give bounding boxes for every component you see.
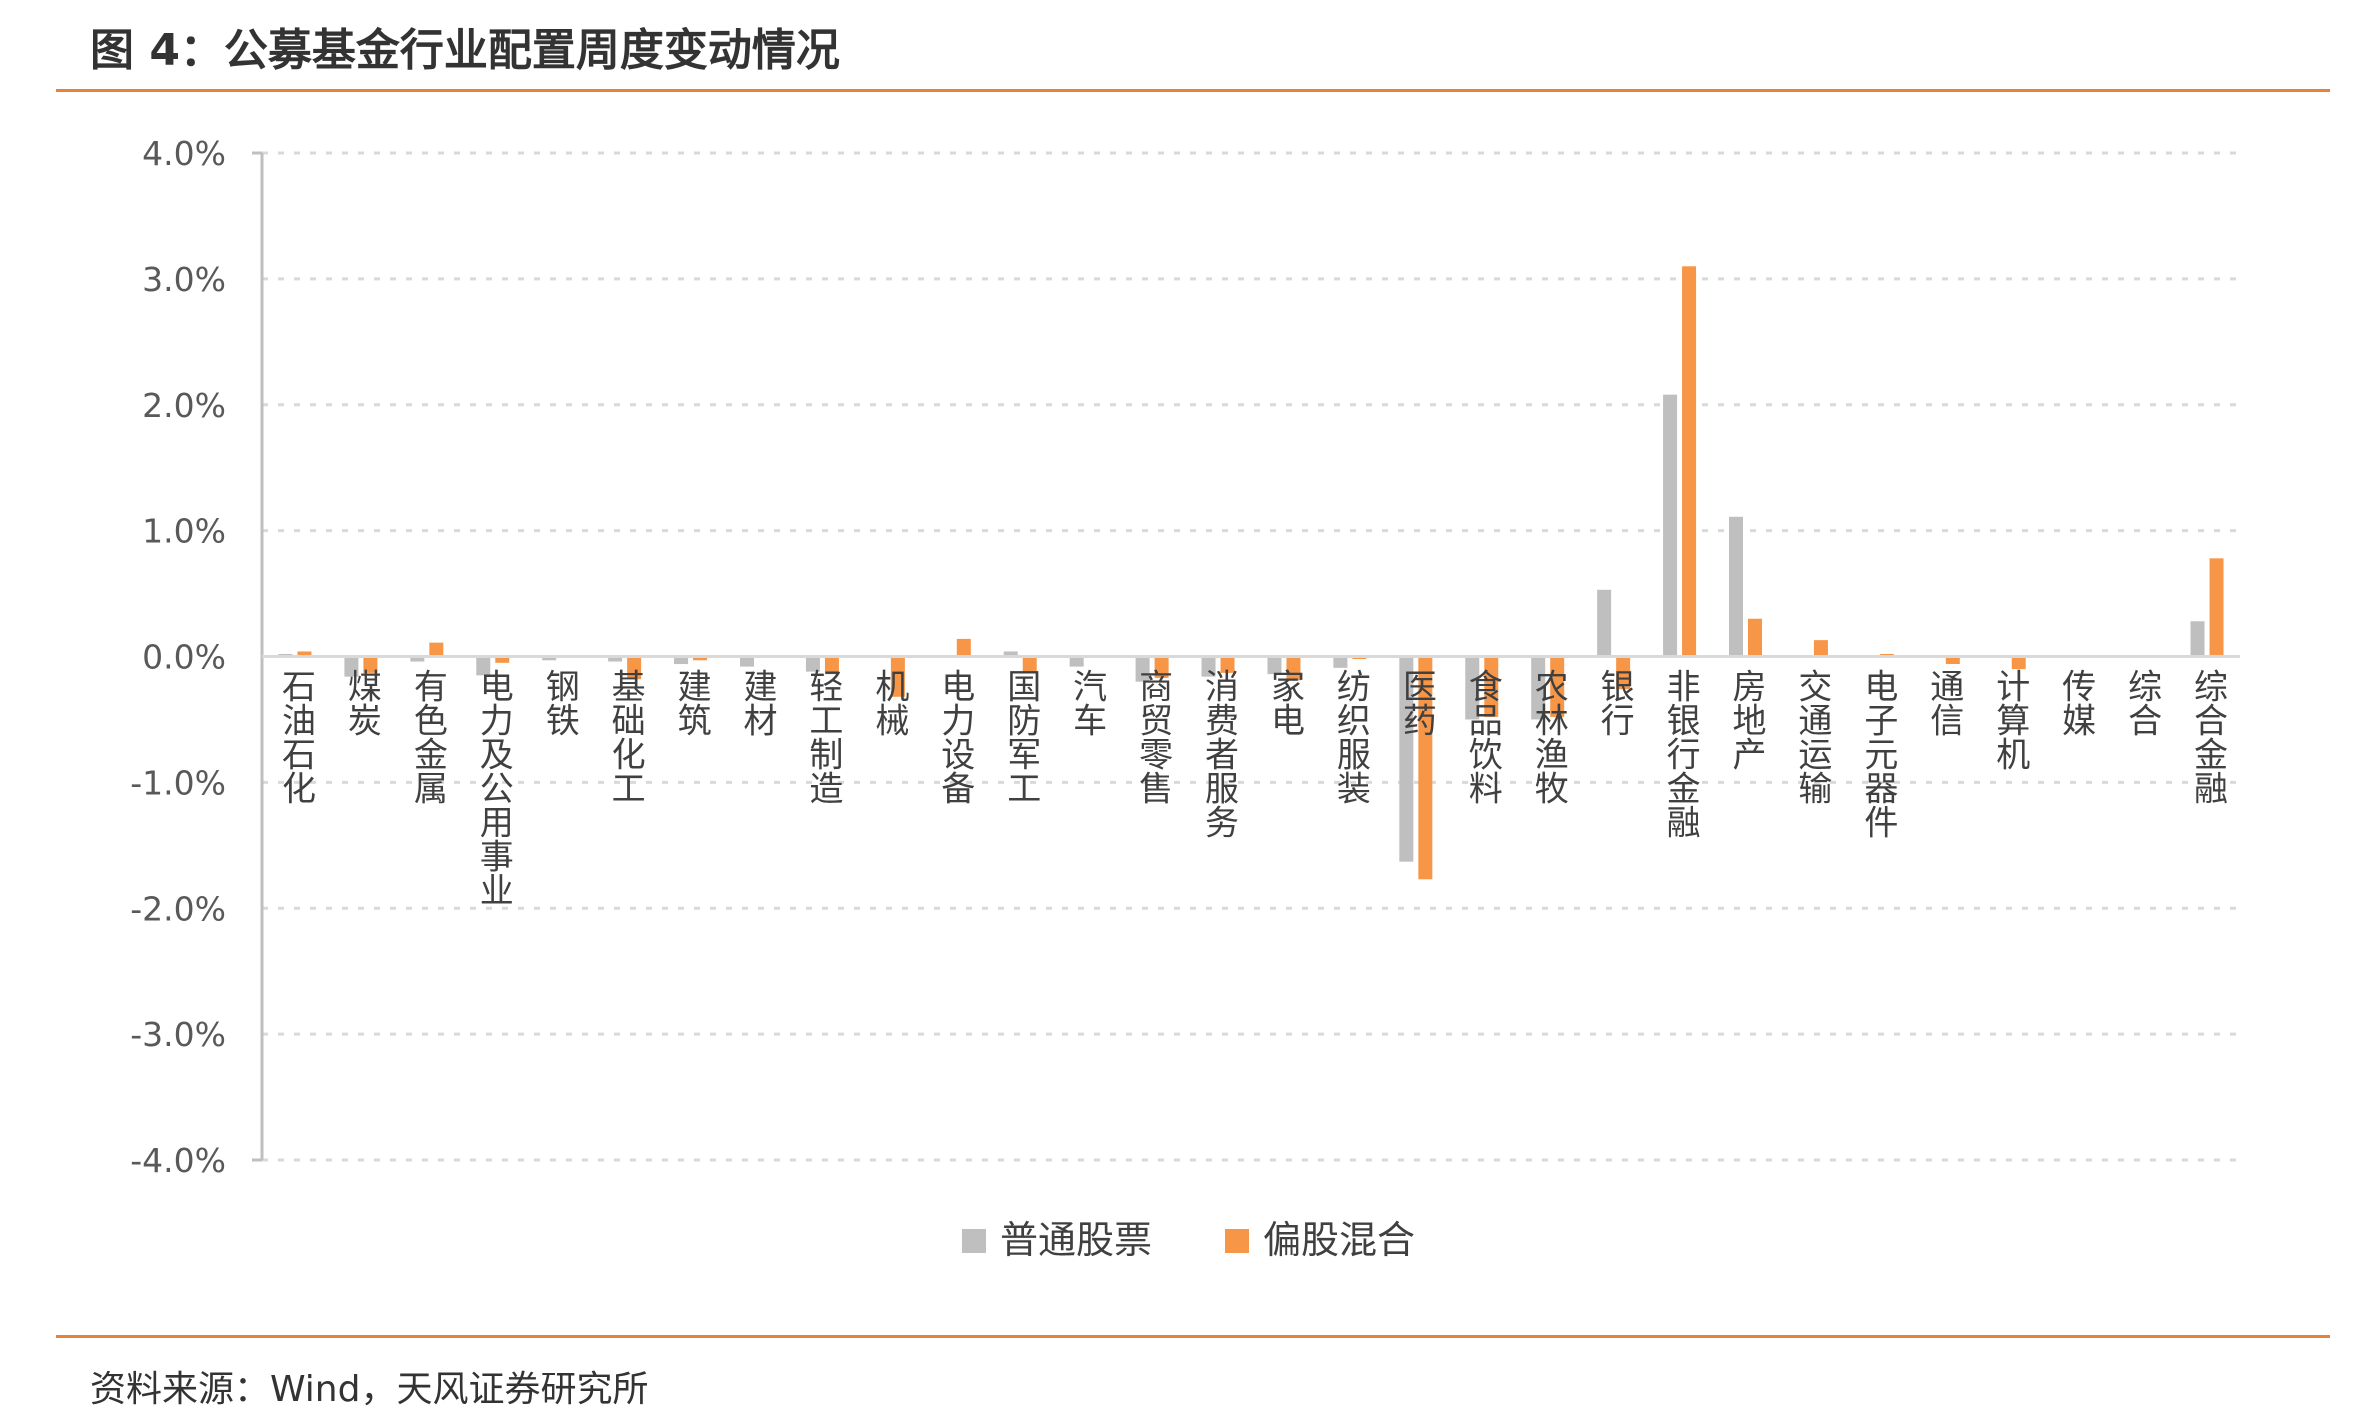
bar-series-1 xyxy=(1333,656,1348,668)
x-tick-label: 建筑 xyxy=(678,668,712,742)
bar-series-1 xyxy=(542,656,557,661)
x-tick-label: 消费者服务 xyxy=(1205,668,1239,844)
y-tick-label: 3.0% xyxy=(142,260,226,299)
x-tick-label: 有色金属 xyxy=(414,668,448,810)
legend-swatch xyxy=(1225,1229,1249,1253)
bar-series-2 xyxy=(1682,266,1697,657)
bar-series-1 xyxy=(1003,651,1018,657)
y-tick-label: -3.0% xyxy=(130,1015,226,1054)
bar-series-1 xyxy=(1465,656,1480,720)
bar-series-2 xyxy=(363,656,378,673)
x-tick-label: 建材 xyxy=(744,668,778,742)
bar-series-2 xyxy=(1022,656,1037,672)
bar-series-2 xyxy=(1286,656,1301,681)
x-tick-label: 煤炭 xyxy=(348,668,382,742)
x-tick-label: 电子元器件 xyxy=(1864,668,1898,844)
bar-series-2 xyxy=(1484,656,1499,717)
x-tick-label: 轻工制造 xyxy=(809,668,843,810)
x-tick-label: 机械 xyxy=(875,668,909,742)
bar-series-2 xyxy=(627,656,642,680)
x-tick-label: 综合 xyxy=(2128,668,2162,742)
legend-label: 普通股票 xyxy=(1000,1218,1152,1262)
y-tick-label: 2.0% xyxy=(142,386,226,425)
bar-series-1 xyxy=(1531,656,1546,720)
y-tick-label: -1.0% xyxy=(130,763,226,802)
bar-series-2 xyxy=(956,638,971,657)
bar-series-2 xyxy=(2011,656,2026,670)
x-tick-label: 食品饮料 xyxy=(1469,668,1503,810)
x-tick-label: 石油石化 xyxy=(282,668,316,810)
legend: 普通股票 偏股混合 xyxy=(962,1218,1415,1262)
y-tick-label: 1.0% xyxy=(142,512,226,551)
x-tick-label: 电力设备 xyxy=(941,668,975,810)
bar-series-1 xyxy=(1201,656,1216,677)
x-tick-label: 家电 xyxy=(1271,668,1305,742)
x-tick-label: 传媒 xyxy=(2062,668,2096,742)
bar-series-1 xyxy=(2190,621,2205,657)
x-tick-label: 综合金融 xyxy=(2194,668,2228,810)
x-tick-label: 交通运输 xyxy=(1798,668,1832,810)
x-tick-label: 汽车 xyxy=(1073,668,1107,742)
bar-series-2 xyxy=(1748,618,1762,657)
bar-series-2 xyxy=(1813,640,1828,657)
bar-series-1 xyxy=(344,656,359,677)
x-tick-label: 房地产 xyxy=(1733,668,1767,776)
y-tick-label: -4.0% xyxy=(130,1141,226,1180)
x-tick-label: 基础化工 xyxy=(612,668,646,810)
bar-series-1 xyxy=(476,656,491,676)
bar-series-1 xyxy=(740,656,754,667)
x-tick-label: 商贸零售 xyxy=(1139,668,1173,810)
footer-rule xyxy=(56,1335,2330,1338)
y-tick-label: 0.0% xyxy=(142,638,226,677)
bar-series-1 xyxy=(805,656,820,672)
gridlines xyxy=(262,151,2240,1162)
bar-series-2 xyxy=(297,651,312,657)
bar-series-1 xyxy=(1597,589,1612,657)
source-note: 资料来源：Wind，天风证券研究所 xyxy=(90,1369,649,1410)
x-tick-label: 非银行金融 xyxy=(1667,668,1701,844)
bar-series-1 xyxy=(410,656,425,662)
header-rule xyxy=(56,89,2330,92)
bar-series-2 xyxy=(1550,656,1565,717)
bar-series-2 xyxy=(429,642,444,657)
bar-series-2 xyxy=(1616,656,1631,690)
x-tick-label: 医药 xyxy=(1403,668,1437,742)
x-tick-label: 农林渔牧 xyxy=(1535,668,1569,810)
legend-swatch xyxy=(962,1229,986,1253)
bar-series-2 xyxy=(890,656,905,697)
bar-series-2 xyxy=(693,656,708,661)
bar-series-1 xyxy=(674,656,689,665)
y-tick-label: -2.0% xyxy=(130,889,226,928)
bar-series-2 xyxy=(1220,656,1235,673)
x-tick-label: 电力及公用事业 xyxy=(480,668,514,912)
x-tick-label: 银行 xyxy=(1601,668,1635,742)
bar-series-2 xyxy=(495,656,510,663)
bar-series-2 xyxy=(824,656,839,675)
bar-series-1 xyxy=(608,656,623,662)
x-tick-label: 纺织服装 xyxy=(1337,668,1371,810)
x-tick-label: 通信 xyxy=(1930,668,1964,742)
bars xyxy=(262,266,2240,880)
bar-series-1 xyxy=(1069,656,1084,667)
x-axis-labels: 石油石化煤炭有色金属电力及公用事业钢铁基础化工建筑建材轻工制造机械电力设备国防军… xyxy=(282,668,2228,912)
x-tick-label: 计算机 xyxy=(1996,668,2030,776)
bar-chart: 4.0% 3.0% 2.0% 1.0% 0.0% -1.0% -2.0% -3.0% -4.0%… xyxy=(130,134,2240,1262)
bar-series-1 xyxy=(1135,656,1150,682)
bar-series-2 xyxy=(1945,656,1960,665)
bar-series-1 xyxy=(1399,656,1414,862)
bar-series-2 xyxy=(1418,656,1433,880)
legend-label: 偏股混合 xyxy=(1263,1218,1415,1262)
y-axis: 4.0% 3.0% 2.0% 1.0% 0.0% -1.0% -2.0% -3.0% -4.0% xyxy=(130,134,264,1180)
y-tick-label: 4.0% xyxy=(142,134,226,173)
bar-series-1 xyxy=(1729,516,1743,657)
bar-series-1 xyxy=(1267,656,1282,675)
x-tick-label: 钢铁 xyxy=(546,668,580,742)
figure-title: 图 4：公募基金行业配置周度变动情况 xyxy=(90,25,840,76)
bar-series-2 xyxy=(1154,656,1169,678)
x-tick-label: 国防军工 xyxy=(1007,668,1041,810)
bar-series-2 xyxy=(2209,558,2224,657)
bar-series-1 xyxy=(1663,394,1678,657)
